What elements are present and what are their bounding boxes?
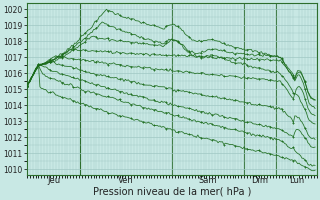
X-axis label: Pression niveau de la mer( hPa ): Pression niveau de la mer( hPa ) xyxy=(92,187,251,197)
